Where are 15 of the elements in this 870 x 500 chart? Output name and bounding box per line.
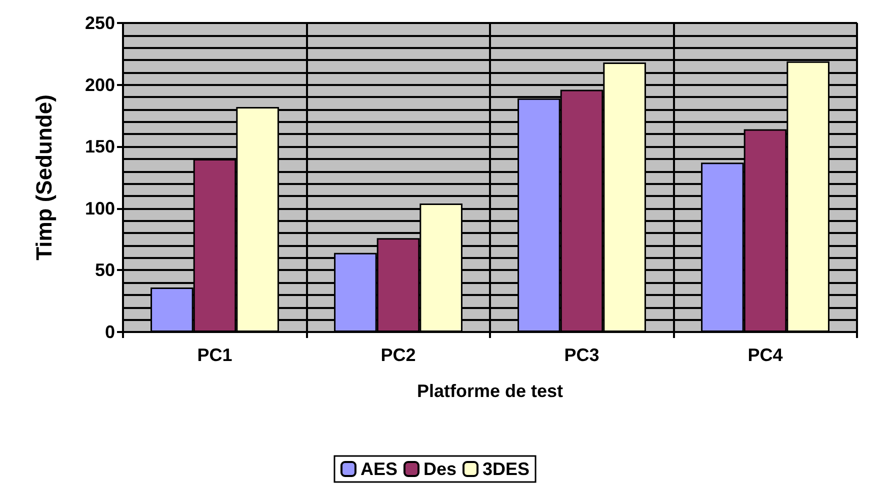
y-tick-label: 150 bbox=[84, 136, 115, 157]
legend-label: 3DES bbox=[482, 459, 530, 479]
x-tick-label: PC4 bbox=[748, 345, 783, 365]
y-tick-label: 50 bbox=[94, 260, 115, 280]
y-tick-label: 0 bbox=[104, 322, 115, 342]
x-tick-label: PC1 bbox=[197, 345, 232, 365]
y-tick-label: 100 bbox=[84, 198, 115, 218]
x-axis-title: Platforme de test bbox=[416, 381, 564, 401]
x-tick-label: PC2 bbox=[380, 345, 416, 365]
y-axis-title: Timp (Sedunde) bbox=[32, 94, 56, 260]
legend-label: Des bbox=[423, 459, 457, 479]
y-tick-label: 250 bbox=[84, 13, 115, 33]
legend-label: AES bbox=[360, 459, 398, 479]
x-tick-label: PC3 bbox=[564, 345, 600, 365]
y-tick-label: 200 bbox=[84, 74, 115, 95]
